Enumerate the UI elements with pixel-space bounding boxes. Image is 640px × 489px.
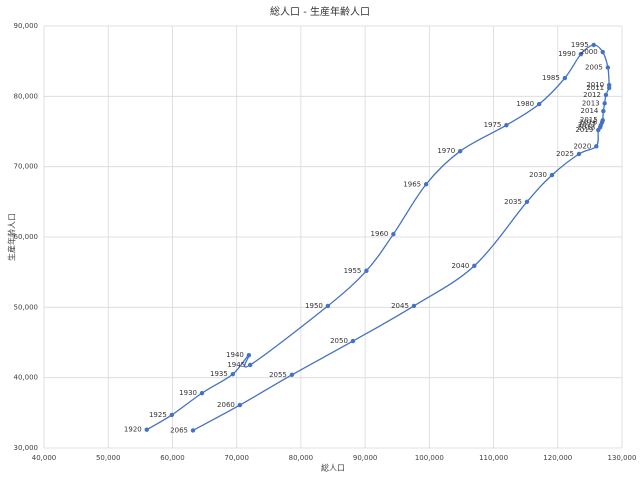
point-label: 1955 [344, 267, 362, 275]
data-point [549, 172, 555, 178]
x-tick-label: 120,000 [543, 454, 572, 462]
data-point [472, 263, 477, 269]
y-tick-label: 40,000 [14, 374, 39, 382]
data-point [504, 122, 509, 128]
data-point [247, 362, 253, 368]
data-point [190, 428, 196, 433]
point-label: 1975 [484, 121, 502, 129]
point-label: 2040 [451, 262, 469, 270]
data-point [199, 390, 205, 396]
data-point [600, 49, 605, 55]
point-label: 1945 [227, 361, 245, 369]
point-label: 2019 [575, 126, 593, 134]
chart-title: 総人口 - 生産年齢人口 [270, 5, 370, 18]
data-point [591, 42, 596, 48]
x-tick-label: 90,000 [353, 454, 378, 462]
point-label: 1960 [371, 230, 389, 238]
point-label: 2011 [586, 84, 604, 92]
data-point [246, 352, 252, 358]
data-point [606, 85, 612, 91]
point-label: 2055 [269, 371, 287, 379]
x-axis-label: 総人口 [321, 463, 345, 473]
y-tick-label: 60,000 [14, 233, 39, 241]
point-label: 1990 [558, 50, 576, 58]
point-label: 1970 [437, 147, 455, 155]
data-point [364, 268, 369, 273]
data-point [350, 338, 356, 344]
data-point [230, 371, 236, 377]
data-point [578, 51, 584, 57]
data-point [457, 148, 463, 154]
x-tick-label: 100,000 [415, 454, 444, 462]
y-tick-label: 50,000 [14, 303, 39, 311]
data-point [601, 108, 606, 114]
point-label: 2017 [578, 121, 596, 129]
data-point [325, 303, 331, 309]
point-label: 1920 [124, 426, 142, 434]
point-label: 2060 [217, 401, 235, 409]
point-label: 1985 [542, 74, 560, 82]
data-point [602, 101, 607, 106]
point-label: 1935 [210, 370, 228, 378]
point-label: 2013 [582, 99, 600, 107]
point-label: 2015 [580, 116, 598, 124]
data-point [605, 65, 611, 70]
point-label: 2016 [579, 118, 597, 126]
y-tick-label: 90,000 [14, 22, 39, 30]
point-label: 1965 [403, 180, 421, 188]
x-tick-label: 110,000 [479, 454, 508, 462]
data-point [562, 75, 568, 81]
point-label: 1925 [149, 411, 167, 419]
data-point [603, 92, 609, 98]
point-label: 2030 [529, 171, 547, 179]
point-label: 2020 [573, 142, 591, 150]
x-tick-label: 130,000 [608, 454, 637, 462]
point-label: 2035 [504, 198, 522, 206]
y-tick-label: 80,000 [14, 92, 39, 100]
data-point [289, 372, 295, 378]
point-label: 2012 [583, 91, 601, 99]
data-point [596, 127, 601, 133]
data-point [536, 101, 542, 107]
data-point [169, 412, 175, 418]
point-label: 2010 [586, 81, 604, 89]
x-tick-label: 60,000 [160, 454, 185, 462]
point-label: 1950 [305, 302, 323, 310]
x-tick-label: 40,000 [32, 454, 57, 462]
y-axis-label: 生産年齢人口 [7, 213, 17, 261]
data-point [391, 231, 396, 237]
x-tick-label: 70,000 [224, 454, 249, 462]
x-tick-label: 80,000 [289, 454, 314, 462]
data-point [594, 144, 599, 149]
x-tick-label: 50,000 [96, 454, 121, 462]
point-label: 2018 [577, 123, 595, 131]
point-label: 1940 [226, 351, 244, 359]
y-tick-label: 30,000 [14, 444, 39, 452]
point-label: 1995 [571, 41, 589, 49]
point-label: 2014 [581, 107, 599, 115]
data-point [237, 402, 243, 408]
point-label: 2000 [580, 48, 598, 56]
data-point [524, 199, 530, 205]
point-label: 2005 [585, 63, 603, 71]
point-label: 1980 [516, 100, 534, 108]
y-tick-label: 70,000 [14, 163, 39, 171]
data-point [411, 303, 417, 309]
data-point [423, 182, 429, 187]
data-point [576, 151, 582, 157]
point-label: 1930 [179, 389, 197, 397]
point-label: 2045 [391, 302, 409, 310]
point-label: 2050 [330, 337, 348, 345]
data-point [144, 427, 149, 432]
point-label: 2025 [556, 150, 574, 158]
point-label: 2065 [170, 426, 188, 434]
